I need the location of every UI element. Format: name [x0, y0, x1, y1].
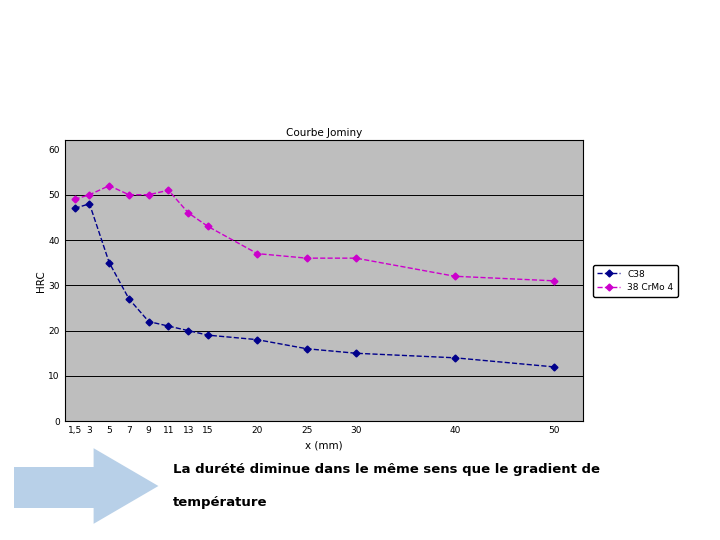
C38 — [549, 363, 558, 370]
Polygon shape — [94, 448, 158, 524]
38 CrMo 4 — [71, 196, 79, 202]
Y-axis label: HRC: HRC — [36, 270, 45, 292]
C38 — [105, 259, 114, 266]
FancyBboxPatch shape — [14, 467, 94, 508]
C38 — [352, 350, 361, 356]
C38 — [451, 355, 459, 361]
38 CrMo 4 — [352, 255, 361, 261]
38 CrMo 4 — [85, 192, 94, 198]
38 CrMo 4 — [125, 192, 133, 198]
Text: température: température — [173, 496, 267, 509]
C38 — [204, 332, 212, 339]
38 CrMo 4 — [302, 255, 311, 261]
C38 — [125, 296, 133, 302]
C38 — [71, 205, 79, 212]
38 CrMo 4 — [184, 210, 192, 216]
C38 — [85, 200, 94, 207]
38 CrMo 4 — [253, 251, 261, 257]
38 CrMo 4 — [451, 273, 459, 280]
C38 — [302, 346, 311, 352]
C38 — [184, 327, 192, 334]
Line: C38: C38 — [72, 201, 556, 369]
38 CrMo 4 — [105, 183, 114, 189]
X-axis label: x (mm): x (mm) — [305, 441, 343, 450]
C38 — [145, 318, 153, 325]
Line: 38 CrMo 4: 38 CrMo 4 — [72, 183, 556, 284]
Title: Courbe Jominy: Courbe Jominy — [286, 128, 362, 138]
C38 — [164, 323, 173, 329]
38 CrMo 4 — [204, 223, 212, 230]
Text: La durété diminue dans le même sens que le gradient de: La durété diminue dans le même sens que … — [173, 463, 600, 476]
Legend: C38, 38 CrMo 4: C38, 38 CrMo 4 — [593, 265, 678, 296]
Text: Durcissement par transformation
    martensitique.: Durcissement par transformation martensi… — [112, 33, 608, 91]
38 CrMo 4 — [164, 187, 173, 193]
38 CrMo 4 — [145, 192, 153, 198]
C38 — [253, 336, 261, 343]
38 CrMo 4 — [549, 278, 558, 284]
